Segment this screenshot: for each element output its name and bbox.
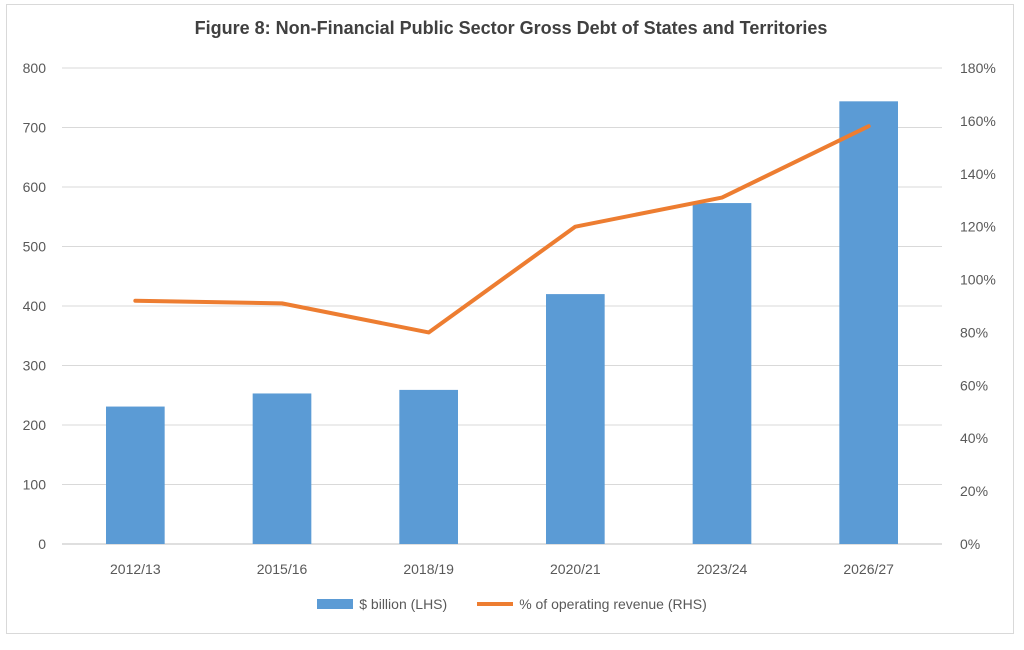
legend: $ billion (LHS) % of operating revenue (… bbox=[0, 596, 1024, 612]
line-series bbox=[133, 124, 871, 335]
bar bbox=[546, 294, 605, 544]
y-left-tick-label: 500 bbox=[23, 239, 47, 255]
x-tick-label: 2020/21 bbox=[550, 561, 601, 577]
y-left-tick-label: 100 bbox=[23, 477, 47, 493]
legend-line-swatch bbox=[477, 602, 514, 606]
y-left-tick-label: 300 bbox=[23, 358, 47, 374]
y-left-tick-label: 200 bbox=[23, 417, 47, 433]
legend-item-line: % of operating revenue (RHS) bbox=[477, 596, 707, 612]
legend-label-bars: $ billion (LHS) bbox=[359, 596, 448, 612]
x-tick-label: 2012/13 bbox=[110, 561, 161, 577]
y-left-tick-label: 0 bbox=[38, 536, 46, 552]
y-right-tick-label: 20% bbox=[960, 483, 988, 499]
y-right-tick-label: 120% bbox=[960, 219, 996, 235]
y-left-tick-label: 600 bbox=[23, 179, 47, 195]
x-tick-label: 2018/19 bbox=[403, 561, 454, 577]
y-right-tick-label: 0% bbox=[960, 536, 980, 552]
chart-title: Figure 8: Non-Financial Public Sector Gr… bbox=[194, 18, 828, 38]
bar bbox=[106, 406, 165, 544]
y-right-tick-label: 80% bbox=[960, 324, 988, 340]
y-right-tick-label: 180% bbox=[960, 60, 996, 76]
y-right-tick-label: 40% bbox=[960, 430, 988, 446]
bar bbox=[839, 101, 898, 544]
y-left-tick-label: 400 bbox=[23, 298, 47, 314]
x-tick-label: 2015/16 bbox=[257, 561, 308, 577]
bar bbox=[692, 203, 752, 544]
y-right-tick-label: 60% bbox=[960, 377, 988, 393]
legend-bar-swatch bbox=[317, 599, 354, 609]
x-tick-label: 2023/24 bbox=[697, 561, 748, 577]
x-tick-label: 2026/27 bbox=[843, 561, 894, 577]
y-left-tick-label: 700 bbox=[23, 120, 47, 136]
x-axis: 2012/13 2015/16 2018/19 2020/21 2023/24 2026/… bbox=[110, 561, 894, 577]
y-right-tick-label: 160% bbox=[960, 113, 996, 129]
y-right-tick-label: 100% bbox=[960, 272, 996, 288]
y-axis-right: 0% 20% 40% 60% 80% 100% 120% 140% 160% 180% bbox=[960, 60, 996, 552]
gridlines bbox=[62, 67, 942, 545]
legend-item-bars: $ billion (LHS) bbox=[317, 596, 447, 612]
y-axis-left: 0 100 200 300 400 500 600 700 800 bbox=[23, 60, 47, 552]
bar-series bbox=[106, 101, 898, 544]
y-right-tick-label: 140% bbox=[960, 166, 996, 182]
bar bbox=[252, 393, 312, 544]
line-path bbox=[133, 124, 871, 335]
y-left-tick-label: 800 bbox=[23, 60, 47, 76]
bar bbox=[399, 389, 458, 544]
legend-label-line: % of operating revenue (RHS) bbox=[519, 596, 707, 612]
